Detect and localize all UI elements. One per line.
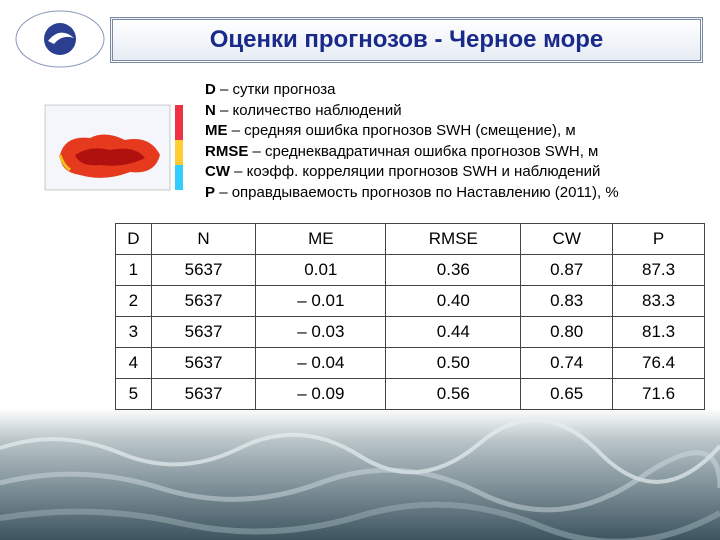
legend-abbr: RMSE: [205, 142, 249, 160]
table-cell: 5637: [150, 347, 257, 379]
table-cell: 76.4: [612, 347, 705, 379]
table-cell: 0.36: [385, 254, 522, 286]
legend-line: CW – коэфф. корреляции прогнозов SWH и н…: [205, 162, 619, 183]
legend-abbr: N: [205, 101, 216, 119]
table-cell: 0.87: [520, 254, 614, 286]
column-header: RMSE: [385, 223, 522, 255]
table-cell: 5637: [150, 285, 257, 317]
sea-photo: [0, 408, 720, 540]
legend-text: – оправдываемость прогнозов по Наставлен…: [219, 183, 619, 201]
table-cell: 0.56: [385, 378, 522, 410]
legend-text: – средняя ошибка прогнозов SWH (смещение…: [231, 122, 576, 139]
table-cell: – 0.04: [255, 347, 387, 379]
table-cell: 0.65: [520, 378, 614, 410]
column-header: D: [115, 223, 152, 255]
table-cell: 0.40: [385, 285, 522, 317]
legend-abbr: CW: [205, 163, 230, 180]
table-cell: 0.83: [520, 285, 614, 317]
table-row: 2 5637– 0.01 0.40 0.83 83.3: [115, 285, 705, 317]
legend-abbr: ME: [205, 122, 228, 139]
legend-abbr: D: [205, 81, 216, 98]
table-cell: 1: [115, 254, 152, 286]
table-cell: – 0.09: [255, 378, 387, 410]
column-header: P: [612, 223, 705, 255]
table-cell: 4: [115, 347, 152, 379]
table-cell: 0.01: [255, 254, 387, 286]
table-cell: 5637: [150, 378, 257, 410]
table-cell: 5637: [150, 254, 257, 286]
legend-text: – сутки прогноза: [220, 81, 336, 98]
legend-line: N – количество наблюдений: [205, 101, 619, 122]
table-cell: 87.3: [612, 254, 705, 286]
legend-text: – количество наблюдений: [220, 101, 402, 119]
legend-line: D – сутки прогноза: [205, 80, 619, 101]
table-cell: 0.44: [385, 316, 522, 348]
table-row: 3 5637– 0.03 0.44 0.80 81.3: [115, 316, 705, 348]
header-row: D N ME RMSE CW P: [115, 223, 705, 255]
legend-line: P – оправдываемость прогнозов по Наставл…: [205, 183, 619, 204]
table-cell: 5637: [150, 316, 257, 348]
table-cell: 3: [115, 316, 152, 348]
column-header: CW: [520, 223, 614, 255]
table-cell: 0.74: [520, 347, 614, 379]
table-cell: 0.50: [385, 347, 522, 379]
column-header: N: [150, 223, 257, 255]
logo: [15, 10, 105, 68]
legend: D – сутки прогноза N – количество наблюде…: [205, 80, 619, 203]
table-row: 1 5637 0.01 0.36 0.87 87.3: [115, 254, 705, 286]
legend-line: ME – средняя ошибка прогнозов SWH (смеще…: [205, 121, 619, 142]
table-cell: 5: [115, 378, 152, 410]
results-table: D N ME RMSE CW P 1 5637 0.01 0.36 0.87 87.3 2 5637– 0…: [115, 223, 705, 410]
table-cell: 0.80: [520, 316, 614, 348]
table-cell: – 0.03: [255, 316, 387, 348]
legend-line: RMSE – среднеквадратичная ошибка прогноз…: [205, 142, 619, 163]
table-cell: 2: [115, 285, 152, 317]
table-cell: 81.3: [612, 316, 705, 348]
map-image: [44, 104, 183, 191]
table-row: 5 5637– 0.09 0.56 0.65 71.6: [115, 378, 705, 410]
table-cell: 83.3: [612, 285, 705, 317]
table-row: 4 5637– 0.04 0.50 0.74 76.4: [115, 347, 705, 379]
legend-text: – среднеквадратичная ошибка прогнозов SW…: [252, 142, 599, 160]
legend-abbr: P: [205, 183, 216, 201]
legend-text: – коэфф. корреляции прогнозов SWH и набл…: [234, 163, 601, 180]
table-cell: – 0.01: [255, 285, 387, 317]
slide-title: Оценки прогнозов - Черное море: [110, 17, 703, 63]
table-cell: 71.6: [612, 378, 705, 410]
column-header: ME: [255, 223, 387, 255]
